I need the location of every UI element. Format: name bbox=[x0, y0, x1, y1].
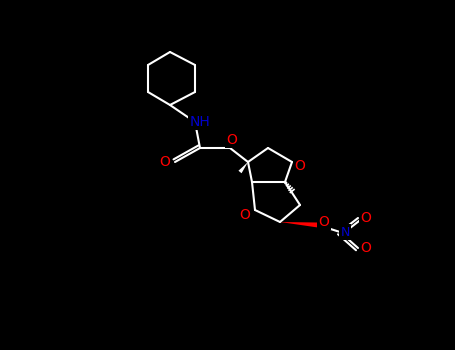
Text: O: O bbox=[240, 208, 250, 222]
Text: O: O bbox=[360, 211, 371, 225]
Polygon shape bbox=[280, 222, 318, 228]
Text: N: N bbox=[340, 225, 350, 238]
Text: NH: NH bbox=[190, 115, 210, 129]
Text: O: O bbox=[160, 155, 171, 169]
Polygon shape bbox=[238, 162, 248, 173]
Text: O: O bbox=[318, 215, 329, 229]
Text: O: O bbox=[294, 159, 305, 173]
Text: O: O bbox=[227, 133, 238, 147]
Text: O: O bbox=[360, 241, 371, 255]
